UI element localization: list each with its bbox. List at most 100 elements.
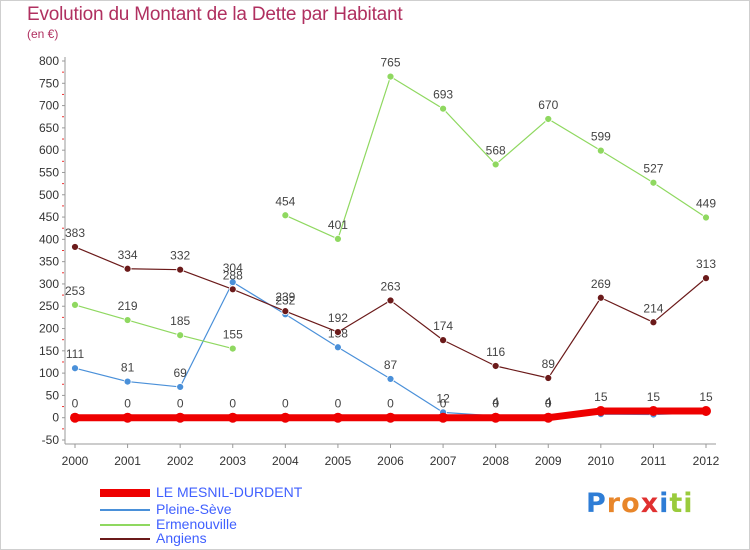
data-point [491, 160, 500, 169]
logo-letter: P [586, 488, 607, 519]
data-point [648, 406, 659, 417]
data-point [332, 412, 343, 423]
y-tick-label: 150 [39, 344, 59, 358]
data-label: 239 [275, 290, 295, 304]
data-point [491, 362, 500, 370]
data-label: 87 [384, 358, 398, 372]
y-tick-label: 50 [46, 388, 60, 402]
data-point [702, 213, 710, 222]
data-point [70, 412, 80, 423]
data-point [175, 412, 186, 423]
proxiti-logo: Proxiti [586, 488, 694, 519]
data-label: 332 [170, 249, 190, 263]
data-point [596, 146, 605, 155]
data-point [334, 343, 342, 352]
data-label: 69 [173, 366, 187, 380]
data-point [176, 331, 185, 340]
data-point [544, 374, 553, 382]
y-tick-label: 500 [39, 188, 59, 202]
y-tick-label: 200 [39, 322, 59, 336]
data-point [386, 296, 395, 305]
data-label: 288 [223, 268, 243, 282]
data-label: 219 [118, 299, 138, 313]
data-label: 383 [65, 226, 85, 240]
data-label: 192 [328, 311, 348, 325]
data-point [595, 406, 606, 417]
legend-label: LE MESNIL-DURDENT [156, 484, 303, 500]
data-label: 214 [643, 301, 663, 315]
legend-item-le-mesnil-durdent: LE MESNIL-DURDENT [100, 484, 360, 501]
x-tick-label: 2004 [272, 454, 299, 468]
y-tick-label: 0 [52, 411, 59, 425]
data-label: 155 [223, 328, 243, 342]
data-label: 334 [118, 248, 138, 262]
data-label: 15 [647, 390, 661, 404]
data-label: 232 [275, 293, 295, 307]
y-tick-label: 800 [39, 54, 59, 68]
data-point [439, 336, 447, 345]
data-label: 670 [538, 98, 558, 112]
data-point [176, 383, 185, 391]
data-point [71, 300, 79, 309]
data-label: 0 [72, 397, 79, 411]
x-tick-label: 2003 [219, 454, 246, 468]
x-tick-label: 2007 [430, 454, 457, 468]
data-point [649, 178, 658, 187]
data-label: 313 [696, 257, 716, 271]
data-point [596, 293, 605, 302]
data-point [123, 377, 132, 386]
x-tick-label: 2005 [325, 454, 352, 468]
data-label: 4 [545, 395, 552, 409]
data-point [701, 406, 711, 417]
data-label: 263 [380, 279, 400, 293]
x-tick-label: 2000 [62, 454, 89, 468]
data-label: 174 [433, 319, 453, 333]
data-point [438, 412, 449, 423]
legend-label: Pleine-Sève [156, 501, 232, 517]
x-tick-label: 2001 [114, 454, 141, 468]
data-point [228, 285, 237, 294]
legend-label: Angiens [156, 530, 207, 546]
chart-unit: (en €) [27, 27, 59, 41]
data-label: 0 [492, 397, 499, 411]
data-label: 0 [177, 397, 184, 411]
x-tick-label: 2006 [377, 454, 404, 468]
data-point [123, 264, 132, 273]
data-label: 401 [328, 218, 348, 232]
data-point [334, 328, 342, 336]
y-tick-label: 400 [39, 232, 59, 246]
y-tick-label: -50 [42, 433, 60, 447]
chart-title: Evolution du Montant de la Dette par Hab… [27, 4, 403, 25]
data-point [227, 412, 238, 423]
legend-item-angiens: Angiens [100, 530, 360, 547]
data-point [386, 375, 395, 383]
logo-letter: i [659, 488, 670, 519]
data-point [176, 265, 185, 274]
legend-swatch [100, 509, 150, 511]
data-point [71, 364, 79, 373]
legend-swatch [100, 489, 150, 497]
data-point [543, 412, 554, 423]
y-tick-label: 700 [39, 99, 59, 113]
y-tick-label: 450 [39, 210, 59, 224]
legend-label: Ermenouville [156, 516, 237, 532]
data-label: 0 [282, 397, 289, 411]
logo-letter: r [606, 488, 622, 519]
series-line-ermenouville [74, 304, 233, 350]
data-label: 0 [387, 397, 394, 411]
data-point [490, 412, 501, 423]
data-label: 449 [696, 197, 716, 211]
x-tick-label: 2002 [167, 454, 194, 468]
data-label: 15 [594, 390, 608, 404]
series-line-ermenouville [285, 75, 707, 240]
data-label: 111 [66, 347, 85, 361]
x-tick-label: 2008 [482, 454, 509, 468]
x-tick-label: 2011 [641, 454, 667, 468]
logo-letter: x [640, 488, 660, 519]
data-label: 0 [229, 397, 236, 411]
y-tick-label: 250 [39, 299, 59, 313]
data-point [71, 243, 79, 251]
data-label: 12 [436, 391, 450, 405]
logo-letter: i [683, 488, 694, 519]
